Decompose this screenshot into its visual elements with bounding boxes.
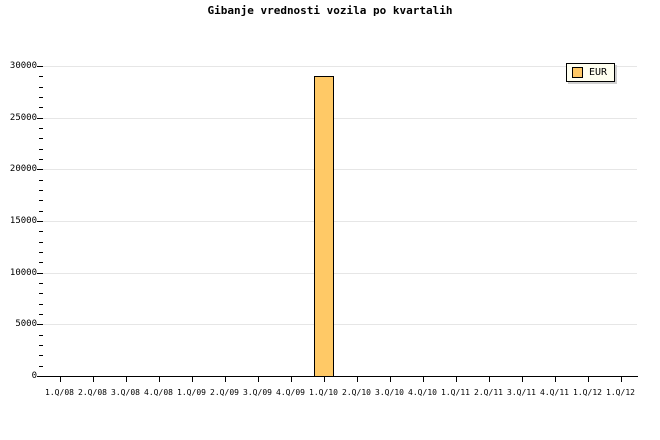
gridline: [43, 273, 637, 274]
y-tick-minor: [39, 180, 43, 181]
y-tick-minor: [39, 252, 43, 253]
gridline: [43, 221, 637, 222]
x-tick: [423, 377, 424, 382]
y-tick-minor: [39, 76, 43, 77]
x-tick-label: 3.Q/11: [507, 388, 536, 397]
gridline: [43, 324, 637, 325]
x-tick-label: 1.Q/10: [309, 388, 338, 397]
legend[interactable]: EUR: [566, 63, 616, 82]
y-tick-minor: [39, 211, 43, 212]
y-tick-major: [37, 66, 43, 67]
y-tick-label: 10000: [9, 268, 37, 278]
y-tick-minor: [39, 231, 43, 232]
y-tick-major: [37, 169, 43, 170]
y-tick-minor: [39, 293, 43, 294]
y-tick-minor: [39, 345, 43, 346]
x-tick: [258, 377, 259, 382]
legend-swatch-eur: [572, 67, 583, 78]
bar[interactable]: [314, 76, 334, 377]
y-tick-major: [37, 273, 43, 274]
x-tick: [555, 377, 556, 382]
y-tick-minor: [39, 97, 43, 98]
x-tick: [291, 377, 292, 382]
y-tick-minor: [39, 128, 43, 129]
y-tick-minor: [39, 283, 43, 284]
x-tick-label: 3.Q/10: [375, 388, 404, 397]
x-tick: [522, 377, 523, 382]
x-tick: [456, 377, 457, 382]
x-tick-label: 3.Q/08: [111, 388, 140, 397]
gridline: [43, 118, 637, 119]
y-tick-label: 5000: [15, 319, 37, 329]
x-tick: [225, 377, 226, 382]
y-tick-minor: [39, 138, 43, 139]
y-tick-minor: [39, 366, 43, 367]
x-tick-label: 1.Q/12: [573, 388, 602, 397]
y-tick-label: 30000: [9, 61, 37, 71]
y-tick-major: [37, 221, 43, 222]
x-tick-label: 4.Q/11: [540, 388, 569, 397]
plot-area: [43, 66, 637, 377]
gridline: [43, 66, 637, 67]
x-tick: [621, 377, 622, 382]
x-tick-label: 2.Q/09: [210, 388, 239, 397]
y-tick-minor: [39, 262, 43, 263]
y-tick-minor: [39, 314, 43, 315]
y-tick-major: [37, 376, 43, 377]
y-tick-label: 0: [31, 371, 37, 381]
x-tick: [159, 377, 160, 382]
x-tick: [390, 377, 391, 382]
y-tick-label: 20000: [9, 164, 37, 174]
y-tick-major: [37, 118, 43, 119]
x-tick-label: 1.Q/08: [45, 388, 74, 397]
y-tick-minor: [39, 190, 43, 191]
x-tick: [93, 377, 94, 382]
x-tick-label: 2.Q/10: [342, 388, 371, 397]
x-tick-label: 1.Q/12: [606, 388, 635, 397]
chart-title: Gibanje vrednosti vozila po kvartalih: [207, 4, 453, 17]
x-tick-label: 4.Q/09: [276, 388, 305, 397]
x-tick-label: 2.Q/11: [474, 388, 503, 397]
y-tick-minor: [39, 335, 43, 336]
y-tick-label: 15000: [9, 216, 37, 226]
y-tick-minor: [39, 200, 43, 201]
y-tick-minor: [39, 159, 43, 160]
x-tick-label: 1.Q/09: [177, 388, 206, 397]
x-tick: [126, 377, 127, 382]
y-tick-minor: [39, 149, 43, 150]
y-axis-labels: 0 5000 10000 15000 20000 25000 30000: [0, 0, 37, 440]
x-axis-line: [43, 376, 638, 377]
y-tick-label: 25000: [9, 113, 37, 123]
x-tick-label: 2.Q/08: [78, 388, 107, 397]
x-tick: [357, 377, 358, 382]
x-tick-label: 4.Q/08: [144, 388, 173, 397]
y-tick-minor: [39, 355, 43, 356]
y-tick-minor: [39, 87, 43, 88]
x-tick: [324, 377, 325, 382]
x-tick: [489, 377, 490, 382]
y-tick-minor: [39, 107, 43, 108]
y-tick-major: [37, 324, 43, 325]
gridline: [43, 169, 637, 170]
gridlines: [43, 66, 637, 376]
y-tick-minor: [39, 304, 43, 305]
x-tick: [192, 377, 193, 382]
x-tick: [588, 377, 589, 382]
x-tick: [60, 377, 61, 382]
x-tick-label: 3.Q/09: [243, 388, 272, 397]
x-tick-label: 4.Q/10: [408, 388, 437, 397]
y-tick-minor: [39, 242, 43, 243]
legend-label-eur: EUR: [589, 67, 608, 78]
x-tick-label: 1.Q/11: [441, 388, 470, 397]
